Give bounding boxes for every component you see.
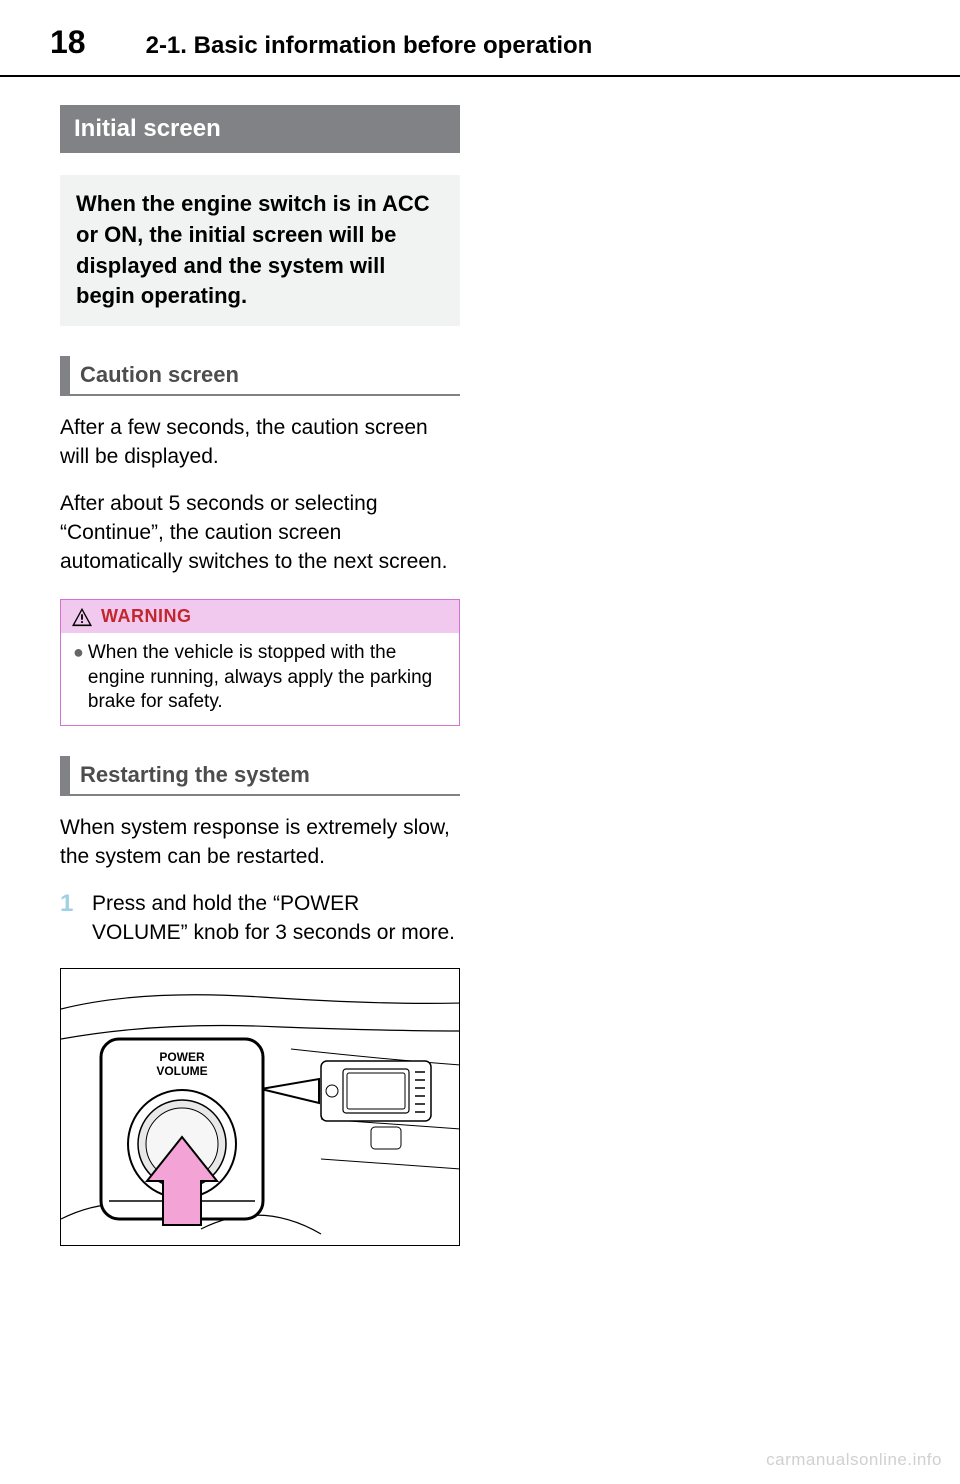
body-paragraph: When system response is extremely slow, … [60, 814, 460, 872]
warning-box: WARNING ● When the vehicle is stopped wi… [60, 599, 460, 726]
subheading-caution-screen: Caution screen [60, 356, 460, 396]
step-row: 1 Press and hold the “POWER VOLUME” knob… [60, 890, 460, 948]
page-header: 18 2-1. Basic information before operati… [0, 24, 960, 75]
warning-icon [71, 607, 93, 627]
knob-label-line1: POWER [159, 1050, 205, 1064]
body-paragraph: After about 5 seconds or selecting “Cont… [60, 490, 460, 577]
watermark: carmanualsonline.info [766, 1450, 942, 1470]
step-number: 1 [60, 890, 92, 948]
bullet-icon: ● [73, 641, 84, 715]
content-column: Initial screen When the engine switch is… [60, 105, 460, 1246]
header-rule [0, 75, 960, 77]
warning-label: WARNING [101, 606, 192, 627]
knob-label-line2: VOLUME [156, 1064, 207, 1078]
figure-power-volume: POWER VOLUME [60, 968, 460, 1246]
warning-header: WARNING [61, 600, 459, 633]
page: 18 2-1. Basic information before operati… [0, 0, 960, 1246]
page-number: 18 [50, 24, 86, 61]
body-paragraph: After a few seconds, the caution screen … [60, 414, 460, 472]
subheading-restarting: Restarting the system [60, 756, 460, 796]
intro-box: When the engine switch is in ACC or ON, … [60, 175, 460, 326]
header-section-title: 2-1. Basic information before operation [146, 32, 593, 60]
step-text: Press and hold the “POWER VOLUME” knob f… [92, 890, 460, 948]
warning-text: When the vehicle is stopped with the eng… [88, 641, 447, 715]
section-title: Initial screen [60, 105, 460, 153]
warning-body: ● When the vehicle is stopped with the e… [61, 633, 459, 725]
